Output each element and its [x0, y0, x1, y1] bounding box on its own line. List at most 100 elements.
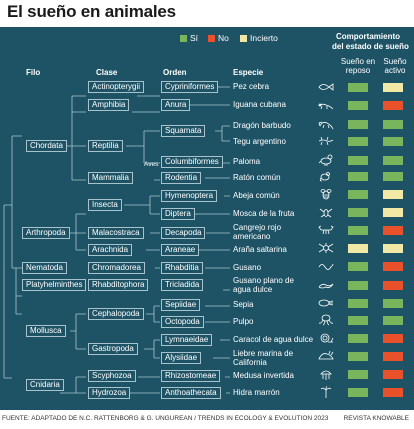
active-sleep-header-line2: activo	[384, 66, 406, 75]
legend-uncertain: Incierto	[240, 31, 278, 45]
species-name: Abeja común	[233, 191, 280, 200]
order-rhabditia: Rhabditia	[161, 262, 203, 274]
legend-no: No	[208, 31, 229, 45]
rest-sleep-cell	[348, 334, 368, 343]
class-gastropoda: Gastropoda	[88, 343, 138, 355]
order-anthoathecata: Anthoathecata	[161, 387, 221, 399]
active-sleep-cell	[383, 352, 403, 361]
species-name: Dragón barbudo	[233, 121, 291, 130]
rest-sleep-cell	[348, 352, 368, 361]
legend-label: No	[218, 33, 229, 43]
species-name: Cangrejo rojo americano	[233, 223, 282, 241]
order-cypriniformes: Cypriniformes	[161, 81, 219, 93]
rest-sleep-cell	[348, 137, 368, 146]
order-columbiformes: Columbiformes	[161, 156, 223, 168]
phylum-mollusca: Mollusca	[26, 325, 66, 337]
rest-sleep-cell	[348, 262, 368, 271]
worm-icon	[318, 263, 334, 270]
source-note: FUENTE: ADAPTADO DE N.C. RATTENBORG & G.…	[2, 415, 329, 422]
rest-sleep-header-line2: reposo	[345, 66, 371, 75]
phylum-arthropoda: Arthropoda	[22, 227, 70, 239]
active-sleep-cell	[383, 120, 403, 129]
active-sleep-cell	[383, 190, 403, 199]
behavior-title-line2: del estado de sueño	[332, 42, 409, 51]
orden-header: Orden	[163, 68, 187, 77]
bearded-dragon-icon	[318, 121, 334, 130]
order-anura: Anura	[161, 99, 191, 111]
species-name: Liebre marina de California	[233, 349, 294, 367]
class-rhabditophora: Rhabditophora	[88, 279, 149, 291]
active-sleep-cell	[383, 281, 403, 290]
class-scyphozoa: Scyphozoa	[88, 370, 136, 382]
active-sleep-cell	[383, 370, 403, 379]
active-sleep-header: Sueño activo	[380, 57, 410, 75]
order-diptera: Diptera	[161, 208, 195, 220]
rest-sleep-header-line1: Sueño en	[340, 57, 376, 66]
order-rhizostomeae: Rhizostomeae	[161, 370, 221, 382]
class-mammalia: Mammalia	[88, 172, 133, 184]
fly-icon	[319, 208, 333, 218]
species-name: Sepia	[233, 300, 254, 309]
species-name: Mosca de la fruta	[233, 209, 295, 218]
class-cephalopoda: Cephalopoda	[88, 308, 144, 320]
iguana-icon	[318, 103, 334, 110]
phylum-nematoda: Nematoda	[22, 262, 67, 274]
species-name: Tegu argentino	[233, 137, 286, 146]
legend-label: Incierto	[250, 33, 278, 43]
class-hydrozoa: Hydrozoa	[88, 387, 131, 399]
especie-header: Especie	[233, 68, 264, 77]
species-name: Araña saltarina	[233, 245, 287, 254]
active-sleep-cell	[383, 208, 403, 217]
clase-header: Clase	[96, 68, 118, 77]
species-name: Gusano plano de agua dulce	[233, 276, 294, 294]
order-octopoda: Octopoda	[161, 316, 204, 328]
species-name: Hidra marrón	[233, 388, 280, 397]
legend-label: Sí	[190, 33, 199, 43]
rest-sleep-cell	[348, 83, 368, 92]
rest-sleep-cell	[348, 208, 368, 217]
rest-sleep-cell	[348, 299, 368, 308]
class-malacostraca: Malacostraca	[88, 227, 144, 239]
fish-icon	[318, 83, 334, 91]
rest-sleep-cell	[348, 226, 368, 235]
flatworm-icon	[318, 283, 334, 289]
pigeon-icon	[318, 154, 333, 166]
active-sleep-cell	[383, 137, 403, 146]
order-rodentia: Rodentia	[161, 172, 202, 184]
species-name: Gusano	[233, 263, 262, 272]
order-tricladida: Tricladida	[161, 279, 204, 291]
rest-sleep-header: Sueño en reposo	[336, 57, 380, 75]
active-sleep-cell	[383, 156, 403, 165]
rest-sleep-cell	[348, 370, 368, 379]
order-hymenoptera: Hymenoptera	[161, 190, 218, 202]
sea-hare-icon	[318, 350, 334, 360]
order-squamata: Squamata	[161, 125, 206, 137]
legend-yes: Sí	[180, 31, 198, 45]
active-sleep-cell	[383, 172, 403, 181]
rest-sleep-cell	[348, 388, 368, 397]
species-name: Medusa invertida	[233, 371, 294, 380]
class-insecta: Insecta	[88, 199, 122, 211]
class-chromadorea: Chromadorea	[88, 262, 145, 274]
class-arachnida: Arachnida	[88, 244, 133, 256]
order-lymnaeidae: Lymnaeidae	[161, 334, 213, 346]
active-sleep-cell	[383, 262, 403, 271]
octopus-icon	[318, 314, 334, 326]
class-reptilia: Reptilia	[88, 140, 123, 152]
bee-icon	[320, 189, 332, 200]
filo-header: Filo	[26, 68, 41, 77]
active-sleep-cell	[383, 244, 403, 253]
species-name: Pulpo	[233, 317, 254, 326]
species-name: Iguana cubana	[233, 100, 286, 109]
rest-sleep-cell	[348, 172, 368, 181]
order-araneae: Araneae	[161, 244, 200, 256]
legend-swatch	[180, 34, 187, 42]
rest-sleep-cell	[348, 316, 368, 325]
page-title: El sueño en animales	[7, 2, 176, 21]
active-sleep-cell	[383, 388, 403, 397]
rest-sleep-cell	[348, 244, 368, 253]
credit-note: REVISTA KNOWABLE	[343, 415, 409, 422]
rest-sleep-cell	[348, 190, 368, 199]
phylum-cnidaria: Cnidaria	[26, 379, 64, 391]
